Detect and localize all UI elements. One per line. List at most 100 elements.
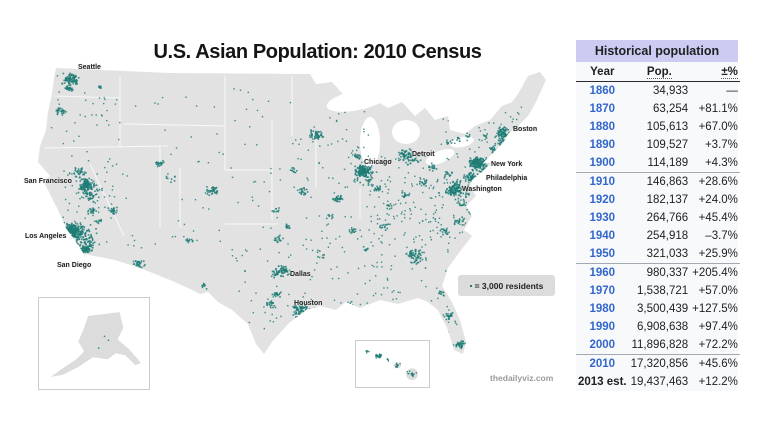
pct-value: — bbox=[726, 85, 738, 97]
city-label: Detroit bbox=[412, 151, 435, 158]
table-row: 2013 est. 19,437,463 +12.2% bbox=[576, 373, 740, 391]
table-row: 1990 6,908,638 +97.4% bbox=[576, 318, 740, 336]
year-link[interactable]: 1930 bbox=[589, 212, 616, 224]
watermark: thedailyviz.com bbox=[490, 373, 554, 383]
table-row: 2000 11,896,828 +72.2% bbox=[576, 336, 740, 355]
pop-value: 11,896,828 bbox=[631, 339, 689, 351]
population-table-body: 1860 34,933 — 1870 63,254 +81.1% 1880 105,613 +6… bbox=[576, 82, 740, 392]
year-link[interactable]: 1920 bbox=[589, 194, 616, 206]
pop-value: 109,527 bbox=[646, 139, 689, 151]
year-link[interactable]: 1990 bbox=[589, 321, 616, 333]
year-link[interactable]: 1870 bbox=[589, 103, 616, 115]
year-link[interactable]: 1960 bbox=[576, 263, 629, 282]
great-lakes bbox=[326, 88, 474, 167]
pct-value: +67.0% bbox=[698, 121, 738, 133]
table-row: 1890 109,527 +3.7% bbox=[576, 136, 740, 154]
table-row: 2010 17,320,856 +45.6% bbox=[576, 354, 740, 373]
col-header-year: Year bbox=[576, 62, 629, 82]
pop-value: 146,863 bbox=[628, 172, 691, 191]
alaska-dots bbox=[97, 335, 110, 349]
year-link[interactable]: 1900 bbox=[589, 157, 616, 169]
pop-value: 19,437,463 bbox=[630, 376, 689, 388]
table-row: 1880 105,613 +67.0% bbox=[576, 118, 740, 136]
table-title: Historical population bbox=[576, 40, 738, 62]
year-link[interactable]: 1910 bbox=[576, 172, 629, 191]
city-label: Boston bbox=[513, 126, 538, 133]
pop-value: 3,500,439 bbox=[637, 303, 689, 315]
year-link[interactable]: 1860 bbox=[589, 85, 616, 97]
city-label: San Diego bbox=[57, 262, 92, 269]
city-label: Chicago bbox=[364, 159, 392, 166]
hawaii-dots bbox=[365, 350, 418, 378]
pct-value: +28.6% bbox=[690, 172, 740, 191]
pct-value: +45.4% bbox=[698, 212, 738, 224]
table-row: 1930 264,766 +45.4% bbox=[576, 209, 740, 227]
us-dot-density-map bbox=[38, 68, 546, 354]
pct-value: +57.0% bbox=[698, 285, 738, 297]
city-label: San Francisco bbox=[24, 178, 72, 185]
us-land-shape bbox=[38, 68, 546, 354]
pop-value: 264,766 bbox=[646, 212, 689, 224]
pct-value: +205.4% bbox=[690, 263, 740, 282]
page-title: U.S. Asian Population: 2010 Census bbox=[153, 41, 482, 63]
city-label: Seattle bbox=[78, 64, 101, 71]
year-link[interactable]: 1950 bbox=[589, 248, 616, 260]
year-link[interactable]: 1890 bbox=[589, 139, 616, 151]
pop-value: 17,320,856 bbox=[628, 354, 691, 373]
pop-value: 6,908,638 bbox=[637, 321, 689, 333]
pop-value: 321,033 bbox=[646, 248, 689, 260]
city-label: Washington bbox=[462, 186, 502, 193]
table-row: 1970 1,538,721 +57.0% bbox=[576, 282, 740, 300]
pop-value: 980,337 bbox=[628, 263, 691, 282]
legend-label: = 3,000 residents bbox=[474, 280, 544, 291]
pop-value: 254,918 bbox=[646, 230, 689, 242]
year-link[interactable]: 1880 bbox=[589, 121, 616, 133]
table-header: Year Pop. ±% bbox=[576, 62, 740, 82]
pop-value: 182,137 bbox=[646, 194, 689, 206]
alaska-inset bbox=[38, 297, 150, 390]
population-table: Historical population Year Pop. ±% 1860 3… bbox=[576, 40, 740, 392]
table-row: 1950 321,033 +25.9% bbox=[576, 245, 740, 264]
pct-value: +45.6% bbox=[690, 354, 740, 373]
pop-value: 114,189 bbox=[647, 157, 689, 169]
year-link[interactable]: 1980 bbox=[589, 303, 616, 315]
city-label: Dallas bbox=[290, 271, 311, 278]
pct-value: +4.3% bbox=[704, 157, 738, 169]
pop-value: 63,254 bbox=[652, 103, 689, 115]
hawaii-inset bbox=[355, 340, 430, 388]
pop-value: 1,538,721 bbox=[637, 285, 689, 297]
table-row: 1860 34,933 — bbox=[576, 82, 740, 101]
city-label: Philadelphia bbox=[486, 175, 528, 182]
year-link[interactable]: 2000 bbox=[589, 339, 616, 351]
pct-value: +97.4% bbox=[698, 321, 738, 333]
pct-value: –3.7% bbox=[705, 230, 738, 242]
table-row: 1940 254,918 –3.7% bbox=[576, 227, 740, 245]
col-header-pop: Pop. bbox=[628, 62, 691, 82]
alaska-shape bbox=[50, 312, 142, 377]
pop-value: 34,933 bbox=[652, 85, 689, 97]
year-link[interactable]: 1970 bbox=[589, 285, 616, 297]
table-row: 1910 146,863 +28.6% bbox=[576, 172, 740, 191]
map-legend: = 3,000 residents bbox=[458, 275, 555, 296]
table-row: 1960 980,337 +205.4% bbox=[576, 263, 740, 282]
table-row: 1870 63,254 +81.1% bbox=[576, 100, 740, 118]
pct-value: +81.1% bbox=[698, 103, 738, 115]
table-row: 1900 114,189 +4.3% bbox=[576, 154, 740, 173]
pct-value: +12.2% bbox=[698, 376, 738, 388]
year-link[interactable]: 2010 bbox=[576, 354, 629, 373]
col-header-pct: ±% bbox=[690, 62, 740, 82]
pct-value: +25.9% bbox=[698, 248, 738, 260]
table-row: 1920 182,137 +24.0% bbox=[576, 191, 740, 209]
pop-value: 105,613 bbox=[646, 121, 689, 133]
city-label: New York bbox=[491, 161, 523, 168]
city-label: Los Angeles bbox=[25, 233, 67, 240]
pct-value: +72.2% bbox=[698, 339, 738, 351]
table-row: 1980 3,500,439 +127.5% bbox=[576, 300, 740, 318]
pct-value: +127.5% bbox=[692, 303, 738, 315]
legend-dot-icon bbox=[469, 284, 472, 287]
year-label: 2013 est. bbox=[578, 376, 627, 388]
state-borders bbox=[43, 75, 361, 237]
year-link[interactable]: 1940 bbox=[589, 230, 616, 242]
city-label: Houston bbox=[294, 300, 323, 307]
